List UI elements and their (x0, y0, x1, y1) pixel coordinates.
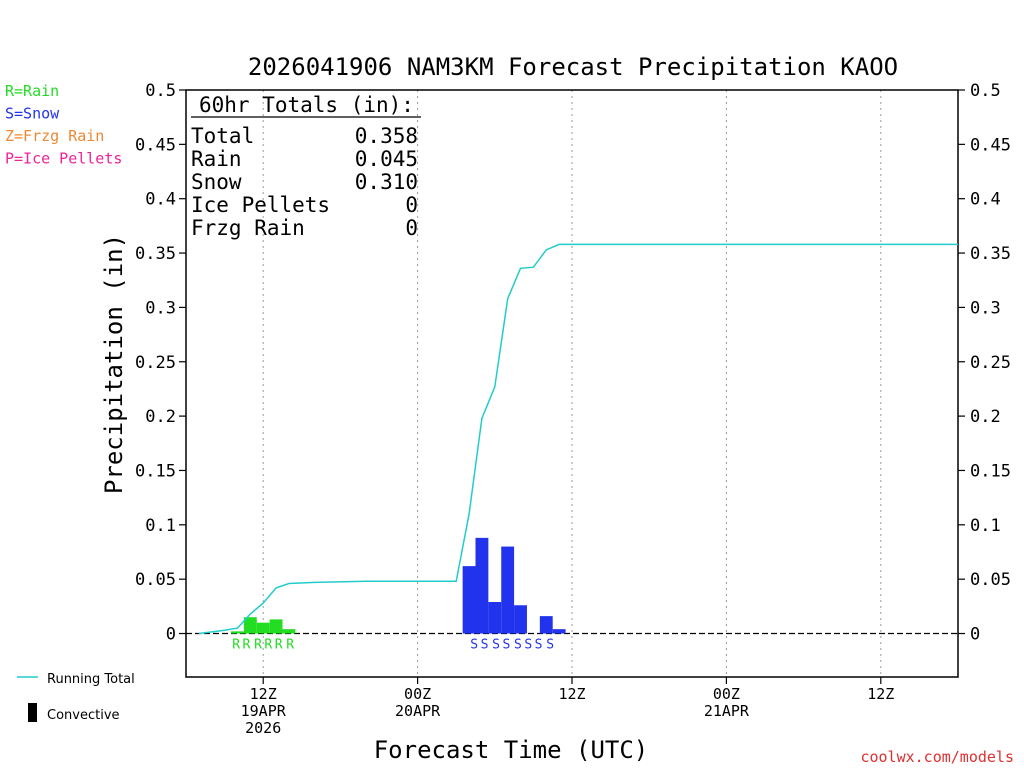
ptype-marker-7: S (481, 638, 489, 653)
totals-label-4: Frzg Rain (191, 216, 305, 240)
precip-bar-6 (475, 537, 489, 634)
ptype-marker-1: R (243, 638, 251, 653)
totals-label-2: Snow (191, 170, 242, 194)
ptype-marker-5: R (286, 638, 294, 653)
ptype-marker-0: R (232, 638, 240, 653)
y-tick-label-right-2: 0.1 (970, 516, 1001, 536)
precip-bar-7 (488, 601, 502, 634)
y-tick-label-right-4: 0.2 (970, 407, 1001, 427)
ptype-legend-item-0: R=Rain (5, 82, 59, 100)
x-tick-label-0-2: 2026 (245, 719, 281, 737)
precip-bar-8 (501, 546, 515, 634)
precip-bar-10 (539, 616, 553, 634)
y-tick-label-right-1: 0.05 (970, 570, 1011, 590)
totals-label-3: Ice Pellets (191, 193, 330, 217)
precip-bar-11 (552, 629, 566, 634)
precip-bar-0 (231, 631, 244, 634)
totals-label-0: Total (191, 124, 254, 148)
ptype-marker-12: S (535, 638, 543, 653)
ptype-marker-8: S (492, 638, 500, 653)
precip-bar-4 (282, 629, 296, 634)
y-tick-label-right-5: 0.25 (970, 353, 1011, 373)
running-total-line (198, 243, 958, 635)
y-tick-label-left-8: 0.4 (145, 190, 176, 210)
ptype-legend-item-3: P=Ice Pellets (5, 150, 122, 168)
y-tick-label-left-6: 0.3 (145, 298, 176, 318)
ptype-legend-item-2: Z=Frzg Rain (5, 127, 104, 145)
chart-title: 2026041906 NAM3KM Forecast Precipitation… (248, 53, 898, 81)
ptype-marker-13: S (546, 638, 554, 653)
y-tick-label-right-9: 0.45 (970, 135, 1011, 155)
series-legend-label-1: Convective (47, 708, 120, 723)
x-tick-label-4-0: 12Z (867, 685, 894, 703)
totals-value-0: 0.358 (355, 124, 418, 148)
x-tick-label-0-0: 12Z (250, 685, 277, 703)
y-tick-label-right-10: 0.5 (970, 81, 1001, 101)
ptype-marker-2: R (254, 638, 262, 653)
totals-box: 60hr Totals (in): Total 0.358 Rain 0.045 Snow… (191, 93, 421, 240)
precip-bar-5 (462, 566, 476, 634)
ptype-marker-3: R (264, 638, 272, 653)
totals-label-1: Rain (191, 147, 242, 171)
ptype-marker-6: S (470, 638, 478, 653)
ptype-legend-item-1: S=Snow (5, 105, 60, 123)
totals-value-2: 0.310 (355, 170, 418, 194)
precip-bar-9 (514, 605, 527, 634)
series-legend-label-0: Running Total (47, 672, 135, 687)
y-axis-left: 0 0.05 0.1 0.15 0.2 0.25 0.3 0.35 0.4 0.45 0.5 (135, 81, 186, 645)
y-tick-label-left-1: 0.05 (135, 570, 176, 590)
series-legend: Running Total Convective (17, 672, 135, 723)
x-tick-label-2-0: 12Z (558, 685, 585, 703)
x-tick-label-1-0: 00Z (404, 685, 431, 703)
x-tick-label-1-1: 20APR (395, 702, 441, 720)
y-tick-label-left-5: 0.25 (135, 353, 176, 373)
x-tick-label-3-1: 21APR (704, 702, 750, 720)
y-tick-label-left-9: 0.45 (135, 135, 176, 155)
ptype-marker-11: S (524, 638, 532, 653)
y-tick-label-left-3: 0.15 (135, 461, 176, 481)
precip-bar-1 (243, 617, 257, 634)
y-tick-label-right-7: 0.35 (970, 244, 1011, 264)
y-tick-label-left-10: 0.5 (145, 81, 176, 101)
precip-bar-2 (256, 622, 270, 634)
y-tick-label-left-4: 0.2 (145, 407, 176, 427)
y-tick-label-left-0: 0 (166, 625, 176, 645)
totals-value-1: 0.045 (355, 147, 418, 171)
y-axis-label: Precipitation (in) (100, 234, 128, 494)
x-axis-label: Forecast Time (UTC) (374, 736, 649, 764)
y-tick-label-right-3: 0.15 (970, 461, 1011, 481)
y-tick-label-left-7: 0.35 (135, 244, 176, 264)
totals-heading: 60hr Totals (in): (199, 93, 414, 117)
y-tick-label-right-6: 0.3 (970, 298, 1001, 318)
y-tick-label-left-2: 0.1 (145, 516, 176, 536)
precip-bar-3 (269, 619, 283, 634)
ptype-legend: R=Rain S=Snow Z=Frzg Rain P=Ice Pellets (5, 82, 122, 168)
vertical-gridlines (262, 90, 882, 677)
x-tick-label-0-1: 19APR (241, 702, 287, 720)
ptype-marker-10: S (514, 638, 522, 653)
y-axis-right: 0 0.05 0.1 0.15 0.2 0.25 0.3 0.35 0.4 0.45 0.5 (958, 81, 1011, 645)
y-tick-label-right-8: 0.4 (970, 190, 1001, 210)
totals-value-4: 0 (405, 216, 418, 240)
x-tick-label-3-0: 00Z (713, 685, 740, 703)
legend-bar-swatch (28, 703, 37, 722)
ptype-marker-9: S (502, 638, 510, 653)
y-tick-label-right-0: 0 (970, 625, 980, 645)
precip-bars (231, 537, 566, 634)
credit-text: coolwx.com/models (860, 748, 1014, 766)
totals-value-3: 0 (405, 193, 418, 217)
ptype-marker-4: R (275, 638, 283, 653)
